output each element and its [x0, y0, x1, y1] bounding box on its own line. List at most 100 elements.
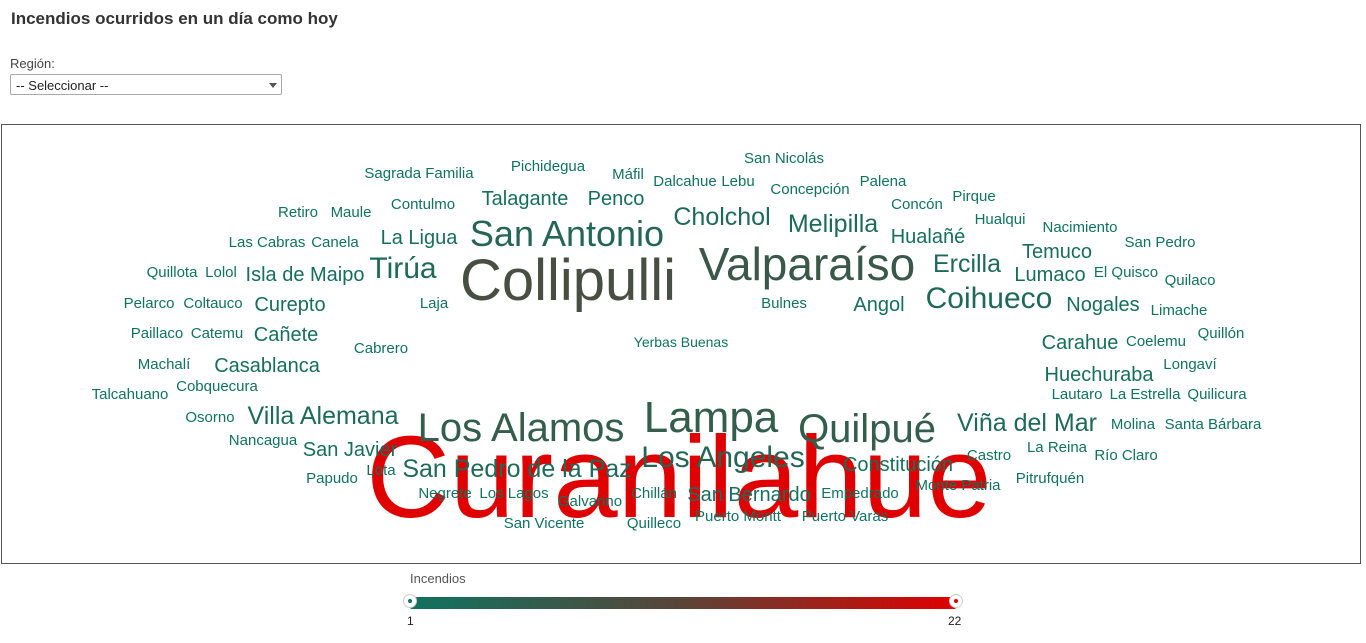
word-limache[interactable]: Limache	[1151, 302, 1208, 319]
word-quillota[interactable]: Quillota	[147, 264, 199, 281]
word-las-cabras[interactable]: Las Cabras	[229, 234, 306, 251]
word-curanilahue[interactable]: Curanilahue	[366, 412, 992, 542]
legend-color-scale	[410, 597, 956, 609]
word-melipilla[interactable]: Melipilla	[788, 210, 878, 238]
word-lota[interactable]: Lota	[366, 462, 396, 479]
word-canela[interactable]: Canela	[311, 234, 359, 251]
word-casablanca[interactable]: Casablanca	[214, 355, 321, 377]
word-nacimiento[interactable]: Nacimiento	[1042, 219, 1117, 236]
word-penco[interactable]: Penco	[588, 188, 645, 210]
word-puerto-montt[interactable]: Puerto Montt	[695, 508, 782, 525]
word-la-ligua[interactable]: La Ligua	[381, 227, 459, 249]
word-constitucion[interactable]: Constitución	[843, 454, 953, 476]
word-el-quisco[interactable]: El Quisco	[1094, 264, 1158, 281]
word-laja[interactable]: Laja	[420, 295, 449, 312]
word-bulnes[interactable]: Bulnes	[761, 295, 807, 312]
word-nancagua[interactable]: Nancagua	[229, 432, 298, 449]
word-hualqui[interactable]: Hualqui	[975, 211, 1026, 228]
word-quillon[interactable]: Quillón	[1198, 325, 1245, 342]
word-collipulli[interactable]: Collipulli	[460, 248, 676, 313]
word-curepto[interactable]: Curepto	[254, 294, 325, 316]
word-retiro[interactable]: Retiro	[278, 204, 318, 221]
word-pirque[interactable]: Pirque	[952, 188, 995, 205]
word-san-pedro-de-la-paz[interactable]: San Pedro de la Paz	[402, 455, 631, 483]
word-lolol[interactable]: Lolol	[205, 264, 237, 281]
word-puerto-varas[interactable]: Puerto Varas	[802, 508, 888, 525]
word-canete[interactable]: Cañete	[254, 324, 319, 346]
word-lumaco[interactable]: Lumaco	[1014, 264, 1085, 286]
word-mafil[interactable]: Máfil	[612, 166, 644, 183]
word-pitrufquen[interactable]: Pitrufquén	[1016, 470, 1084, 487]
word-los-lagos[interactable]: Los Lagos	[479, 485, 548, 502]
word-monte-patria[interactable]: Monte Patria	[915, 477, 1001, 494]
legend-min-label: 1	[407, 614, 414, 628]
word-hualane[interactable]: Hualañé	[891, 226, 966, 248]
word-villa-alemana[interactable]: Villa Alemana	[247, 402, 398, 430]
word-los-angeles[interactable]: Los Angeles	[641, 441, 804, 474]
legend-min-handle[interactable]	[403, 594, 417, 608]
word-san-bernardo[interactable]: San Bernardo	[687, 484, 810, 506]
word-la-estrella[interactable]: La Estrella	[1110, 386, 1182, 403]
word-quilleco[interactable]: Quilleco	[627, 515, 681, 532]
word-huechuraba[interactable]: Huechuraba	[1045, 364, 1155, 386]
word-san-pedro[interactable]: San Pedro	[1125, 234, 1196, 251]
word-quilaco[interactable]: Quilaco	[1165, 272, 1216, 289]
word-cabrero[interactable]: Cabrero	[354, 340, 408, 357]
word-palena[interactable]: Palena	[860, 173, 907, 190]
word-los-alamos[interactable]: Los Alamos	[418, 406, 625, 450]
word-san-nicolas[interactable]: San Nicolás	[744, 150, 824, 167]
word-longavi[interactable]: Longaví	[1163, 356, 1217, 373]
word-san-vicente[interactable]: San Vicente	[504, 515, 585, 532]
word-coihueco[interactable]: Coihueco	[926, 282, 1053, 315]
word-ercilla[interactable]: Ercilla	[933, 250, 1001, 278]
word-concepcion[interactable]: Concepción	[770, 181, 849, 198]
word-rio-claro[interactable]: Río Claro	[1094, 447, 1157, 464]
word-pichidegua[interactable]: Pichidegua	[511, 158, 586, 175]
word-papudo[interactable]: Papudo	[306, 470, 358, 487]
word-la-reina[interactable]: La Reina	[1027, 439, 1088, 456]
word-talcahuano[interactable]: Talcahuano	[92, 386, 169, 403]
word-lampa[interactable]: Lampa	[644, 393, 779, 442]
word-yerbas-buenas[interactable]: Yerbas Buenas	[634, 334, 728, 350]
word-dalcahue[interactable]: Dalcahue	[653, 173, 716, 190]
word-vina-del-mar[interactable]: Viña del Mar	[957, 409, 1097, 437]
word-talagante[interactable]: Talagante	[482, 188, 569, 210]
word-contulmo[interactable]: Contulmo	[391, 196, 455, 213]
word-pelarco[interactable]: Pelarco	[124, 295, 175, 312]
word-temuco[interactable]: Temuco	[1022, 241, 1092, 263]
word-cholchol[interactable]: Cholchol	[673, 203, 770, 231]
legend-max-handle[interactable]	[949, 594, 963, 608]
word-isla-de-maipo[interactable]: Isla de Maipo	[246, 264, 365, 286]
word-paillaco[interactable]: Paillaco	[131, 325, 184, 342]
word-galvarino[interactable]: Galvarino	[558, 493, 622, 510]
word-negrete[interactable]: Negrete	[418, 485, 471, 502]
word-carahue[interactable]: Carahue	[1042, 332, 1119, 354]
word-quilpue[interactable]: Quilpué	[798, 407, 936, 451]
word-quilicura[interactable]: Quilicura	[1187, 386, 1247, 403]
word-nogales[interactable]: Nogales	[1066, 294, 1139, 316]
word-tirua[interactable]: Tirúa	[369, 252, 437, 285]
word-santa-barbara[interactable]: Santa Bárbara	[1165, 416, 1262, 433]
word-castro[interactable]: Castro	[967, 447, 1011, 464]
word-sagrada-familia[interactable]: Sagrada Familia	[364, 165, 474, 182]
word-coelemu[interactable]: Coelemu	[1126, 333, 1186, 350]
word-maule[interactable]: Maule	[331, 204, 372, 221]
word-san-antonio[interactable]: San Antonio	[470, 213, 664, 254]
legend-max-label: 22	[948, 614, 962, 628]
word-lautaro[interactable]: Lautaro	[1052, 386, 1103, 403]
word-lebu[interactable]: Lebu	[721, 173, 754, 190]
word-chillan[interactable]: Chillán	[631, 485, 677, 502]
word-concon[interactable]: Concón	[891, 196, 943, 213]
word-san-javier[interactable]: San Javier	[303, 439, 398, 461]
word-angol[interactable]: Angol	[853, 294, 904, 316]
word-empedrado[interactable]: Empedrado	[821, 485, 899, 502]
word-coltauco[interactable]: Coltauco	[183, 295, 242, 312]
word-cobquecura[interactable]: Cobquecura	[176, 378, 258, 395]
word-osorno[interactable]: Osorno	[185, 409, 234, 426]
word-molina[interactable]: Molina	[1111, 416, 1156, 433]
word-machali[interactable]: Machalí	[138, 356, 191, 373]
word-catemu[interactable]: Catemu	[191, 325, 244, 342]
region-select[interactable]: -- Seleccionar --	[10, 74, 282, 95]
word-valparaiso[interactable]: Valparaíso	[699, 238, 916, 290]
